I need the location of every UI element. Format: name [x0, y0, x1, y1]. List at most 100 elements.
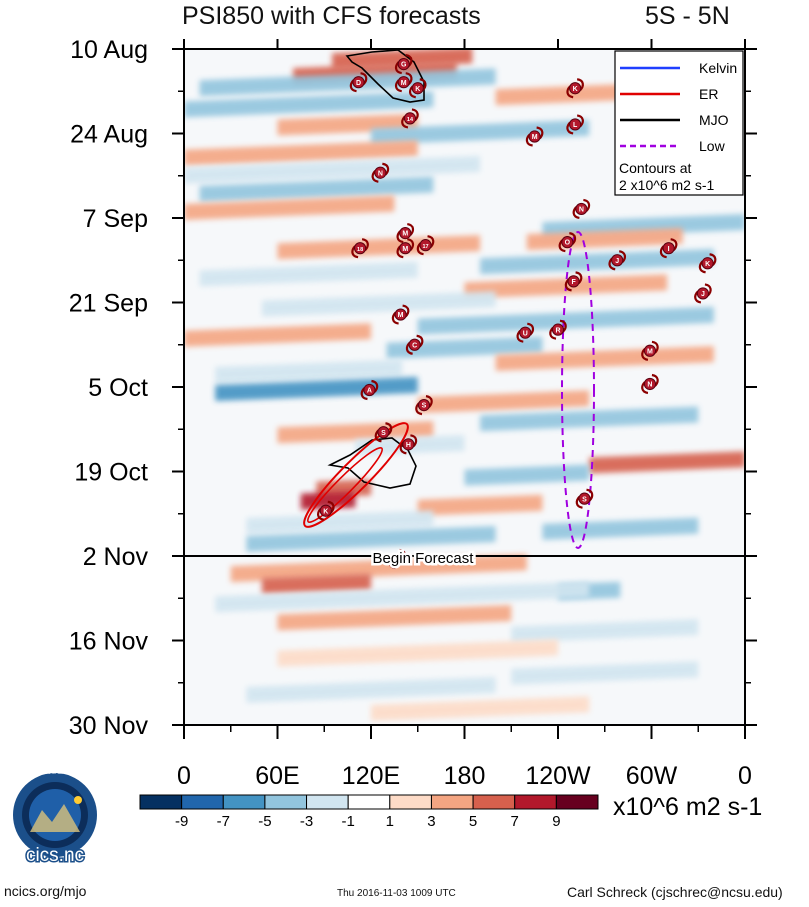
storm-marker: K	[408, 78, 427, 99]
field-band	[371, 119, 590, 145]
storm-marker: M	[396, 238, 415, 259]
storm-marker: G	[394, 54, 413, 75]
logo: cics.nc Cooperative Institute for Climat…	[13, 770, 97, 868]
x-tick-label: 0	[738, 762, 752, 790]
storm-marker: K	[698, 253, 717, 274]
storm-dot	[352, 76, 365, 89]
axes: 10 Aug 24 Aug 7 Sep 21 Sep 5 Oct 19 Oct 2 Nov 1…	[69, 36, 757, 790]
x-tick-label: 60W	[626, 762, 678, 790]
sun-icon	[74, 796, 82, 804]
colorbar-label: -3	[300, 813, 313, 830]
storm-dot	[353, 242, 367, 255]
storm-label: R	[555, 327, 560, 334]
field-band	[261, 573, 371, 595]
storm-marker: 14	[401, 108, 419, 129]
legend: Kelvin ER MJO Low Contours at 2 x10^6 m2 s-…	[614, 50, 744, 196]
storm-label: K	[323, 508, 328, 515]
storm-dot	[701, 257, 714, 270]
storm-dot	[643, 344, 657, 357]
footer-timestamp: Thu 2016-11-03 1009 UTC	[337, 888, 456, 899]
field-band	[184, 91, 434, 118]
field-band	[589, 451, 745, 474]
field-band	[464, 464, 590, 486]
storm-label: J	[701, 291, 705, 298]
y-tick-label: 21 Sep	[69, 290, 148, 318]
storm-label: G	[401, 62, 407, 69]
footer-url[interactable]: ncics.org/mjo	[4, 883, 87, 899]
field-band	[199, 68, 496, 97]
field-band	[184, 195, 395, 220]
storm-dot	[561, 236, 574, 249]
storm-marker: O	[558, 232, 577, 253]
storm-label: 17	[422, 244, 428, 250]
mjo-contour-late	[327, 437, 417, 489]
storm-label: H	[406, 442, 411, 449]
storm-marker: S	[415, 395, 433, 416]
y-tick-label: 7 Sep	[83, 205, 148, 233]
storm-label: F	[571, 279, 576, 286]
storm-dot	[377, 426, 390, 439]
field-band	[277, 639, 558, 667]
storm-label: S	[422, 403, 427, 410]
storm-label: M	[401, 80, 407, 87]
storm-marker: 18	[351, 238, 369, 259]
colorbar-label: 1	[386, 813, 394, 830]
storm-dot	[411, 82, 424, 95]
legend-note-2: 2 x10^6 m2 s-1	[619, 177, 714, 193]
field-band	[230, 554, 527, 583]
er-contour-outer	[303, 422, 409, 528]
storm-dot	[374, 166, 387, 179]
storm-marker: R	[549, 319, 567, 340]
field-band	[246, 676, 496, 703]
colorbar-label: 9	[552, 813, 560, 830]
storm-dot	[575, 202, 588, 216]
colorbar-segment	[222, 794, 266, 810]
storm-marker: K	[317, 500, 335, 521]
x-tick-label: 180	[444, 762, 486, 790]
storm-marker: H	[399, 434, 418, 455]
field-band	[277, 605, 512, 631]
storm-label: C	[412, 342, 417, 349]
logo-ring-text: Cooperative Institute for Climate and Sa…	[14, 770, 96, 775]
chart-subtitle: 5S - 5N	[645, 2, 730, 30]
storm-marker: M	[641, 340, 659, 361]
storm-marker: J	[608, 250, 626, 271]
storm-dot	[567, 275, 580, 288]
field-band	[511, 618, 699, 643]
storm-marker: F	[564, 271, 583, 292]
storm-dot	[403, 112, 417, 125]
storm-dot	[569, 82, 582, 95]
storm-marker: D	[349, 72, 368, 93]
storm-label: J	[615, 258, 619, 265]
storm-label: 14	[407, 117, 414, 123]
field-band	[215, 359, 403, 383]
colorbar-label: -5	[258, 813, 271, 830]
storm-label: U	[523, 330, 528, 337]
field-band	[371, 696, 590, 721]
storm-label: K	[415, 86, 420, 93]
field-band	[386, 336, 543, 359]
storm-label: K	[705, 261, 710, 268]
colorbar-segment	[514, 794, 557, 810]
storm-dot	[569, 118, 582, 131]
y-tick-label: 30 Nov	[69, 712, 149, 740]
storm-label: M	[398, 312, 404, 319]
storm-label: 18	[357, 247, 363, 253]
storm-marker: S	[575, 488, 594, 509]
storm-label: M	[402, 246, 408, 253]
storm-dot	[397, 76, 410, 89]
field-band	[184, 140, 418, 166]
chart-title: PSI850 with CFS forecasts	[182, 2, 481, 30]
field-band	[495, 346, 714, 371]
field-band	[184, 323, 371, 347]
storm-label: S	[582, 496, 587, 503]
storm-marker: 17	[416, 235, 435, 256]
colorbar-label: -9	[175, 813, 188, 830]
storm-marker: A	[360, 379, 379, 401]
colorbar-segment	[347, 794, 391, 810]
x-tick-label: 120W	[525, 762, 591, 790]
storm-marker: U	[516, 322, 535, 343]
x-tick-label: 120E	[342, 762, 400, 790]
colorbar-segment	[181, 794, 224, 810]
